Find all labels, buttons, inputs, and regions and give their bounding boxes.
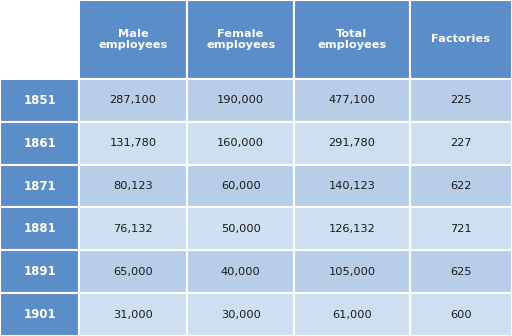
Bar [294,207,410,250]
Text: 291,780: 291,780 [329,138,375,148]
Text: 31,000: 31,000 [113,309,153,320]
Text: 622: 622 [450,181,472,191]
Bar [187,165,294,207]
Bar [294,165,410,207]
Bar [410,293,512,336]
Bar [0,79,79,122]
Bar [79,293,187,336]
Bar [79,79,187,122]
Text: 61,000: 61,000 [332,309,372,320]
Bar [187,0,294,79]
Bar [79,207,187,250]
Bar [410,165,512,207]
Bar [79,0,187,79]
Bar [187,250,294,293]
Bar [410,250,512,293]
Bar [187,79,294,122]
Text: 1891: 1891 [24,265,56,278]
Bar [0,165,79,207]
Text: 287,100: 287,100 [110,95,157,106]
Bar [294,79,410,122]
Text: 1881: 1881 [24,222,56,236]
Bar [187,293,294,336]
Bar [187,207,294,250]
Text: 1901: 1901 [24,308,56,321]
Bar [0,0,79,79]
Text: Factories: Factories [431,35,490,44]
Text: 1871: 1871 [24,179,56,193]
Text: Total
employees: Total employees [317,29,387,50]
Bar [0,293,79,336]
Text: 1861: 1861 [24,137,56,150]
Bar [79,250,187,293]
Text: 65,000: 65,000 [113,267,153,277]
Bar [410,0,512,79]
Text: 625: 625 [450,267,472,277]
Text: 190,000: 190,000 [217,95,264,106]
Text: 126,132: 126,132 [329,224,375,234]
Bar [294,0,410,79]
Bar [410,207,512,250]
Text: 160,000: 160,000 [217,138,264,148]
Bar [0,122,79,165]
Text: 1851: 1851 [24,94,56,107]
Bar [0,207,79,250]
Bar [187,122,294,165]
Text: 227: 227 [450,138,472,148]
Bar [294,250,410,293]
Text: 225: 225 [450,95,472,106]
Text: 477,100: 477,100 [329,95,375,106]
Text: 30,000: 30,000 [221,309,261,320]
Bar [0,250,79,293]
Bar [294,122,410,165]
Text: 80,123: 80,123 [113,181,153,191]
Text: 131,780: 131,780 [110,138,157,148]
Text: 721: 721 [450,224,472,234]
Bar [410,79,512,122]
Bar [79,122,187,165]
Text: 50,000: 50,000 [221,224,261,234]
Text: 40,000: 40,000 [221,267,261,277]
Text: 600: 600 [450,309,472,320]
Text: 105,000: 105,000 [328,267,376,277]
Text: Female
employees: Female employees [206,29,275,50]
Text: 60,000: 60,000 [221,181,261,191]
Text: 140,123: 140,123 [329,181,375,191]
Bar [294,293,410,336]
Text: Male
employees: Male employees [98,29,168,50]
Bar [410,122,512,165]
Text: 76,132: 76,132 [113,224,153,234]
Bar [79,165,187,207]
